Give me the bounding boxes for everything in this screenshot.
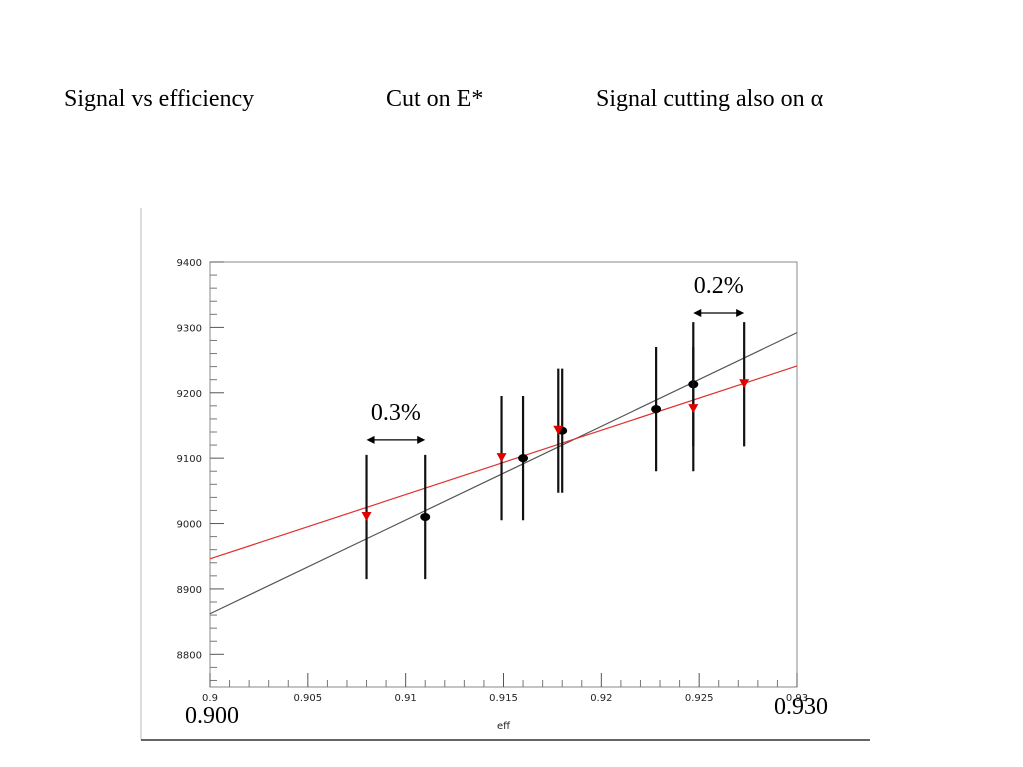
annotation-label: 0.3%: [371, 400, 421, 426]
y-tick-label: 9000: [177, 520, 202, 531]
annotation-label: 0.2%: [694, 273, 744, 299]
x-max-overlay-label: 0.930: [774, 694, 828, 720]
x-tick-label: 0.915: [489, 693, 518, 704]
data-point-triangle: [361, 512, 372, 521]
fit-line: [209, 365, 798, 560]
data-point-circle: [651, 405, 662, 414]
fit-lines: [209, 332, 798, 615]
y-tick-label: 8800: [177, 650, 202, 661]
y-tick-label: 9100: [177, 454, 202, 465]
data-point-triangle: [688, 404, 699, 414]
arrow-head-right: [736, 309, 745, 317]
x-tick-label: 0.93: [786, 693, 808, 704]
data-point-triangle: [553, 425, 564, 435]
axis-ticks: 8800 8900 9000 9100 9200 9300 9400 0.9 0.905 0.91…: [177, 258, 809, 704]
x-tick-label: 0.925: [685, 693, 714, 704]
x-min-overlay-label: 0.900: [185, 703, 239, 729]
x-tick-label: 0.92: [590, 693, 612, 704]
fit-line: [209, 332, 798, 615]
arrow-head-right: [417, 435, 426, 444]
arrow-head-left: [693, 309, 702, 317]
x-tick-label: 0.9: [202, 693, 218, 704]
x-tick-label: 0.91: [395, 693, 417, 704]
header-right-title: Signal cutting also on α: [596, 86, 824, 112]
annotations: 0.3% 0.2%: [366, 273, 745, 444]
plot-area: [209, 261, 798, 688]
data-point-triangle: [496, 453, 507, 463]
data-point-circle: [518, 454, 529, 463]
y-tick-label: 9200: [177, 389, 202, 400]
header-middle-title: Cut on E*: [386, 86, 484, 112]
x-axis-label: eff: [497, 721, 511, 732]
data-point-circle: [420, 513, 431, 521]
y-tick-label: 8900: [177, 585, 202, 596]
arrow-head-left: [366, 435, 375, 444]
y-tick-label: 9400: [177, 258, 202, 269]
slide-header: Signal vs efficiency Cut on E* Signal cu…: [0, 86, 1023, 126]
x-tick-label: 0.905: [294, 693, 323, 704]
data-points: [361, 322, 750, 580]
header-left-title: Signal vs efficiency: [64, 86, 255, 112]
y-tick-label: 9300: [177, 323, 202, 334]
data-point-triangle: [739, 379, 750, 389]
